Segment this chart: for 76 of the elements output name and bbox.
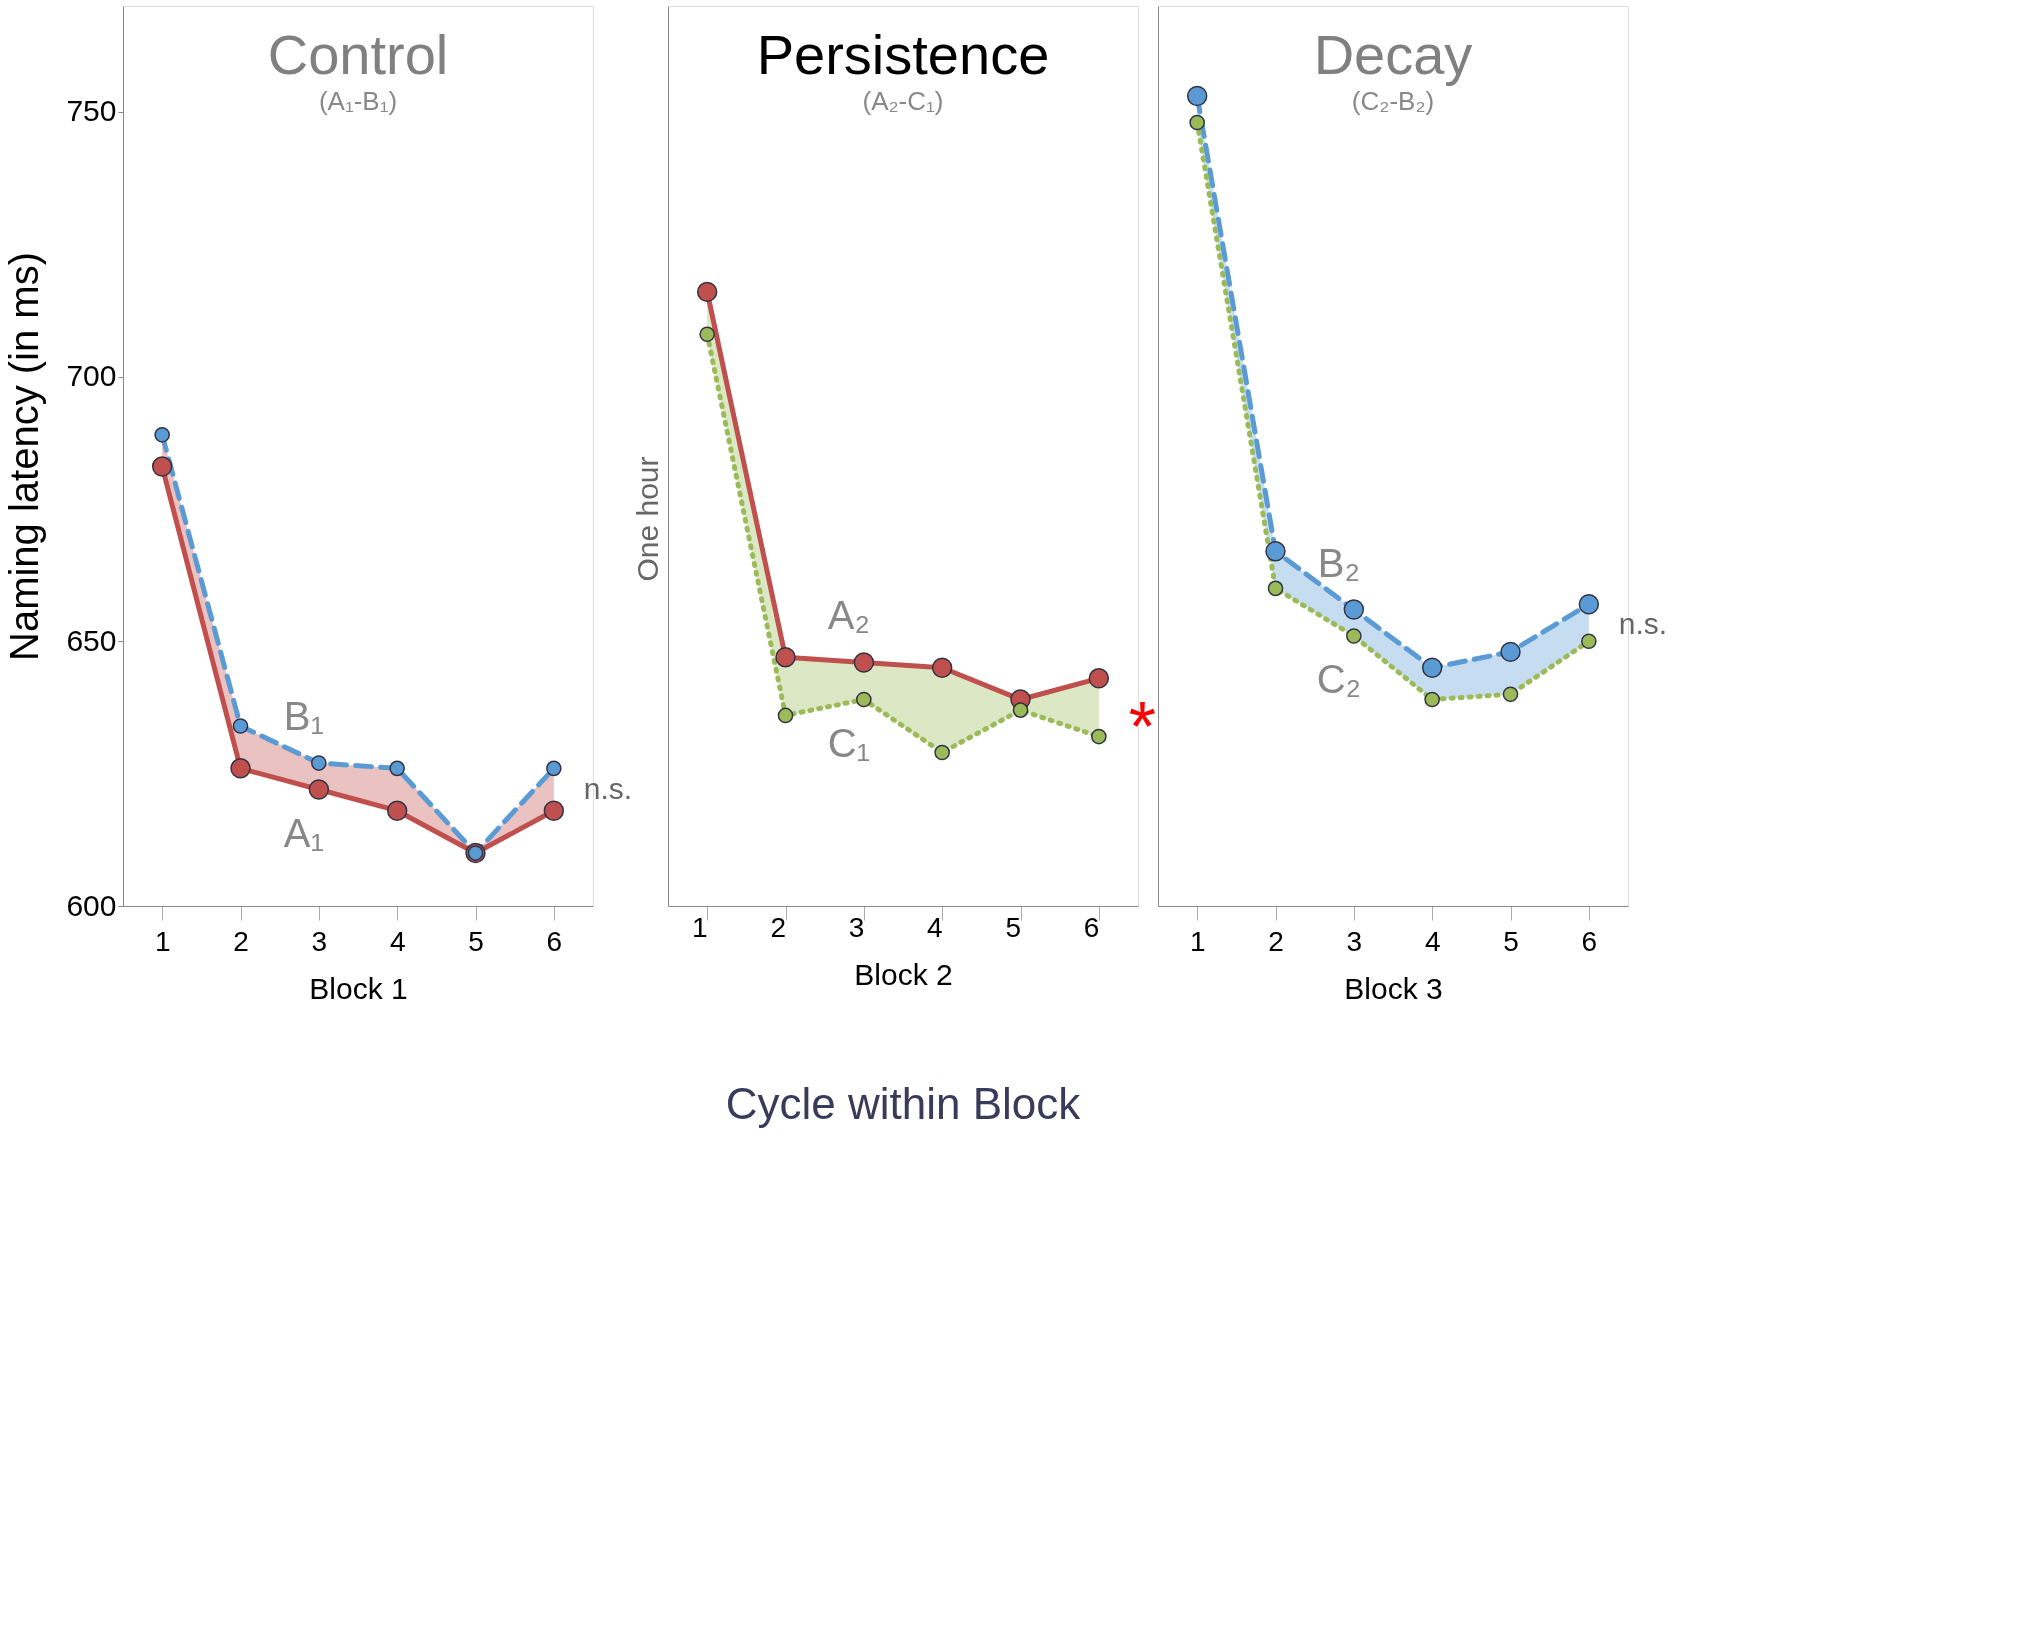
x-tick-label: 2 [1268, 925, 1284, 957]
annotation: n.s. [583, 771, 633, 805]
x-tick-label: 5 [1503, 925, 1519, 957]
point [311, 755, 327, 771]
point [154, 427, 170, 443]
point [1265, 541, 1286, 562]
point [777, 707, 794, 724]
series-label: B₁ [283, 694, 324, 739]
chart-title: Persistence [756, 23, 1050, 86]
x-tick-label: 3 [1346, 925, 1363, 957]
point [1088, 668, 1110, 689]
x-tick-label: 1 [1189, 925, 1206, 957]
point [1012, 702, 1029, 718]
point [1421, 657, 1443, 678]
y-axis-title: Naming latency (in ms) [2, 251, 47, 662]
x-tick-label: 6 [546, 925, 563, 957]
y-tick-label: 700 [66, 359, 117, 393]
x-tick-label: 3 [848, 911, 865, 943]
point [1581, 633, 1597, 650]
point [1578, 594, 1600, 615]
x-tick-label: 4 [1424, 925, 1441, 957]
x-axis-title: Block 3 [1344, 971, 1443, 1005]
x-tick-label: 4 [927, 911, 943, 943]
y-tick-label: 600 [66, 888, 117, 922]
point [151, 456, 173, 477]
chart-title: Control [267, 23, 449, 86]
y-tick-label: 650 [66, 623, 117, 657]
text: (A₁-B₁) [318, 86, 398, 116]
text: (A₂-C₁) [862, 86, 944, 116]
point [1186, 85, 1208, 107]
point [308, 779, 330, 800]
point [931, 657, 953, 678]
point [1346, 628, 1362, 644]
point [1424, 691, 1440, 708]
point [1091, 728, 1107, 745]
x-tick-label: 2 [770, 911, 786, 943]
point [934, 744, 950, 761]
x-tick-label: 5 [1005, 911, 1021, 943]
y-tick-label: 750 [66, 94, 117, 128]
annotation: * [1128, 688, 1157, 767]
point [775, 646, 796, 668]
point [1343, 599, 1365, 620]
point [696, 281, 718, 303]
point [1189, 114, 1205, 131]
point [232, 718, 249, 734]
x-tick-label: 2 [233, 925, 249, 957]
point [1500, 641, 1521, 663]
x-tick-label: 5 [468, 925, 484, 957]
series-label: A₂ [827, 593, 870, 638]
point [543, 800, 565, 821]
point [546, 760, 562, 777]
series-label: C₂ [1316, 657, 1362, 701]
x-axis-title: Block 2 [854, 957, 953, 991]
point [1267, 580, 1284, 597]
chart-title: Decay [1313, 23, 1473, 86]
text: Cycle within Block [725, 1079, 1082, 1128]
point [230, 758, 251, 779]
point [386, 800, 408, 821]
point [853, 652, 875, 673]
annotation: n.s. [1618, 607, 1668, 641]
point [389, 760, 405, 777]
x-axis-title: Block 1 [309, 971, 408, 1005]
x-tick-label: 6 [1083, 911, 1100, 943]
text: (C₂-B₂) [1351, 86, 1435, 116]
x-tick-label: 3 [311, 925, 328, 957]
x-tick-label: 1 [692, 911, 708, 943]
series-label: A₁ [283, 810, 324, 855]
series-label: C₁ [827, 720, 871, 765]
x-tick-label: 4 [389, 925, 406, 957]
point [1502, 686, 1519, 703]
series-label: B₂ [1317, 540, 1360, 585]
x-tick-label: 6 [1581, 925, 1598, 957]
text: One hour [631, 456, 664, 582]
x-tick-label: 1 [154, 925, 171, 957]
point [856, 691, 872, 708]
point [699, 326, 715, 343]
